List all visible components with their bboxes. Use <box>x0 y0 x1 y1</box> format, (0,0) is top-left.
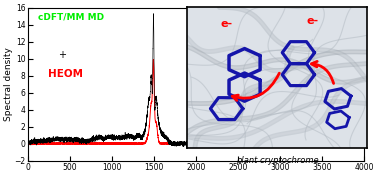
Text: +: + <box>58 51 66 60</box>
Text: e-: e- <box>307 16 319 26</box>
Y-axis label: Spectral density: Spectral density <box>4 47 13 121</box>
Text: e-: e- <box>220 19 233 29</box>
FancyArrowPatch shape <box>232 73 279 100</box>
Text: HEOM: HEOM <box>48 69 83 79</box>
Text: plant cryptochrome: plant cryptochrome <box>237 156 319 165</box>
Text: cDFT/MM MD: cDFT/MM MD <box>38 12 104 21</box>
FancyArrowPatch shape <box>311 61 334 83</box>
